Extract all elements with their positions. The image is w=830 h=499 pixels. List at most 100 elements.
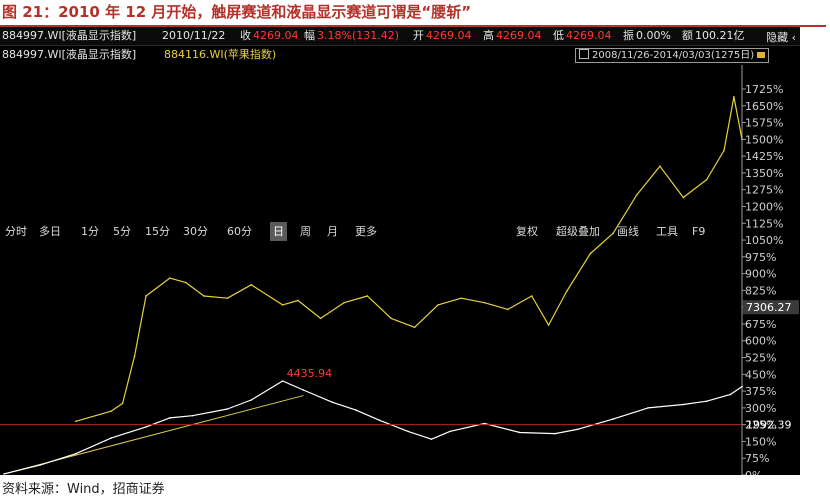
- series-apple-index: [75, 96, 743, 422]
- checkbox-icon: [579, 49, 589, 59]
- data-point: [483, 422, 486, 425]
- data-point: [250, 283, 252, 286]
- data-point: [366, 295, 369, 297]
- info-bar: 884997.WI[液晶显示指数] 2010/11/22 收 4269.04 幅…: [0, 27, 800, 46]
- data-point: [390, 317, 393, 320]
- data-point: [612, 232, 614, 235]
- period-tab[interactable]: 1分: [81, 225, 99, 238]
- period-tab[interactable]: 15分: [145, 225, 170, 238]
- data-point: [589, 252, 592, 255]
- title-rule: [0, 25, 826, 27]
- data-point: [168, 277, 171, 279]
- data-point: [3, 473, 5, 475]
- info-high-label: 高: [483, 29, 494, 42]
- y-tick-label: 1575%: [745, 117, 783, 130]
- data-point: [407, 430, 409, 433]
- value-tag-label: 7306.27: [746, 301, 792, 314]
- data-point: [518, 431, 521, 434]
- info-amount-value: 100.21亿: [695, 29, 745, 42]
- data-point: [331, 401, 334, 404]
- tool-button[interactable]: 工具: [656, 225, 678, 238]
- data-point: [378, 419, 381, 421]
- y-tick-label: 75%: [745, 452, 769, 465]
- period-tab[interactable]: 5分: [113, 225, 131, 238]
- data-point: [74, 452, 77, 455]
- legend-series2[interactable]: 884116.WI(苹果指数): [164, 48, 277, 61]
- period-tab[interactable]: 周: [300, 225, 311, 238]
- data-point: [413, 326, 416, 329]
- info-amount-label: 额: [682, 29, 693, 42]
- y-tick-label: 600%: [745, 335, 776, 348]
- data-point: [191, 414, 194, 417]
- hide-label: 隐藏: [766, 31, 789, 44]
- period-tab[interactable]: 30分: [183, 225, 208, 238]
- data-point: [185, 281, 187, 284]
- y-tick-label: 1350%: [745, 167, 783, 180]
- y-tick-label: 825%: [745, 284, 776, 297]
- data-point: [226, 408, 229, 410]
- info-open-label: 开: [413, 29, 424, 42]
- tool-button[interactable]: 画线: [617, 225, 639, 238]
- y-tick-label: 150%: [745, 435, 776, 448]
- data-point: [437, 304, 439, 306]
- period-tab[interactable]: 多日: [39, 225, 61, 238]
- period-toolbar: 分时 多日 1分 5分 15分 30分 60分 日周 月 更多 复权 超级叠加 画线 工具 F9: [0, 222, 800, 241]
- data-point: [281, 304, 284, 306]
- period-tab[interactable]: 更多: [355, 225, 377, 238]
- series-lcd-index: [3, 380, 743, 475]
- date-range-box[interactable]: 2008/11/26-2014/03/03(1275日): [575, 48, 770, 63]
- figure-title: 图 21：2010 年 12 月开始，触屏赛道和液晶显示赛道可谓是“腰斩”: [2, 3, 472, 21]
- period-tab[interactable]: 分时: [5, 225, 27, 238]
- info-change-value: 3.18%(131.42): [317, 29, 400, 42]
- data-point: [297, 299, 299, 302]
- hide-button[interactable]: 隐藏 ‹: [766, 29, 796, 47]
- data-point: [74, 420, 77, 423]
- y-tick-label: 1200%: [745, 200, 783, 213]
- tool-button[interactable]: 超级叠加: [556, 225, 600, 238]
- info-date: 2010/11/22: [162, 29, 226, 42]
- data-point: [547, 324, 550, 326]
- data-point: [635, 194, 638, 197]
- period-tab[interactable]: 60分: [227, 225, 252, 238]
- period-tab[interactable]: 日: [270, 222, 287, 241]
- info-close-label: 收: [240, 29, 251, 42]
- period-tab[interactable]: 月: [327, 225, 338, 238]
- data-point: [133, 355, 136, 358]
- data-point: [145, 295, 147, 297]
- data-point: [565, 290, 568, 293]
- data-point: [121, 402, 124, 405]
- plot-area: 4435.94: [3, 96, 743, 475]
- lock-icon: [757, 52, 766, 58]
- value-tag-box: [743, 300, 799, 315]
- info-change-label: 幅: [304, 29, 315, 42]
- data-point: [507, 308, 509, 311]
- info-amplitude-label: 振: [623, 29, 634, 42]
- info-low-label: 低: [553, 29, 564, 42]
- data-point: [659, 165, 661, 167]
- data-point: [343, 301, 345, 304]
- tool-button[interactable]: F9: [692, 225, 706, 238]
- data-point: [39, 464, 42, 466]
- y-tick-label: 1125%: [745, 217, 783, 230]
- y-tick-label: 375%: [745, 385, 776, 398]
- source-note: 资料来源：Wind，招商证券: [2, 482, 165, 497]
- date-range: 2008/11/26-2014/03/03(1275日): [592, 50, 755, 61]
- data-point: [449, 430, 451, 433]
- value-tag-label: 1992.39: [746, 419, 792, 432]
- legend-series1[interactable]: 884997.WI[液晶显示指数]: [2, 48, 137, 61]
- y-tick-label: 450%: [745, 368, 776, 381]
- y-tick-label: 1050%: [745, 234, 783, 247]
- y-tick-label: 0%: [745, 469, 762, 475]
- tool-button[interactable]: 复权: [516, 225, 538, 238]
- data-point: [647, 407, 649, 409]
- line-chart: 0%75%150%225%300%375%450%525%600%675%750…: [0, 65, 799, 475]
- data-point: [110, 410, 112, 413]
- data-point: [612, 418, 614, 420]
- y-tick-label: 1425%: [745, 150, 783, 163]
- info-high-value: 4269.04: [496, 29, 542, 42]
- data-point: [355, 409, 357, 411]
- chart-panel: 884997.WI[液晶显示指数] 2010/11/22 收 4269.04 幅…: [0, 27, 800, 475]
- y-tick-label: 525%: [745, 352, 776, 365]
- data-point: [733, 96, 735, 98]
- data-point: [226, 297, 229, 300]
